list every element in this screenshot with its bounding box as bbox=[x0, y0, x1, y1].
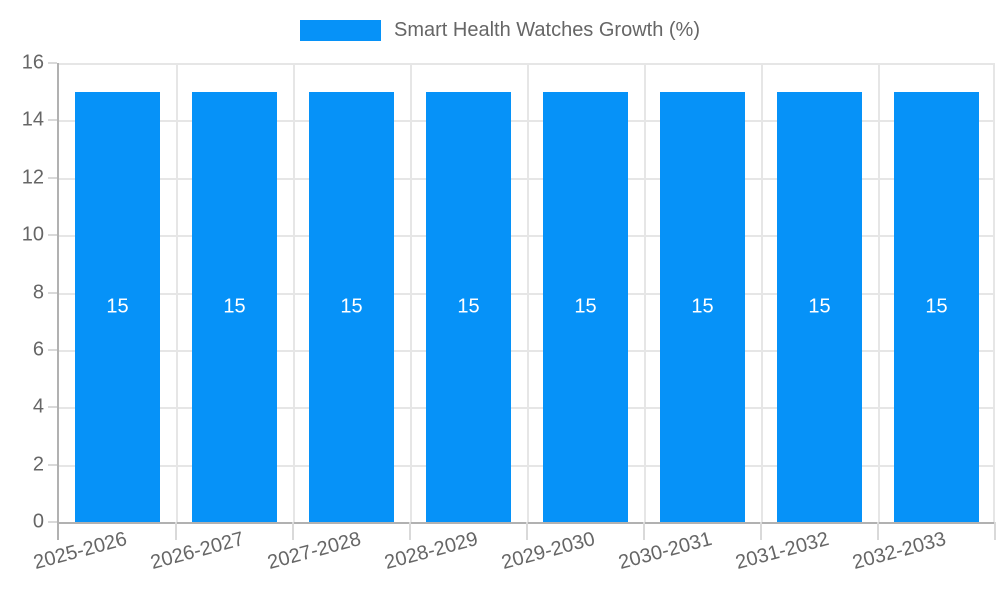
bar-value-label: 15 bbox=[457, 295, 480, 318]
y-tick-mark bbox=[48, 463, 57, 466]
gridline-vertical bbox=[644, 63, 646, 522]
gridline-vertical bbox=[176, 63, 178, 522]
y-tick-label: 8 bbox=[32, 281, 44, 303]
x-tick-mark bbox=[877, 522, 879, 540]
x-tick-mark bbox=[57, 522, 59, 540]
x-tick-label: 2032-2033 bbox=[850, 528, 949, 575]
bar-category-cell: 15 bbox=[59, 63, 176, 522]
bar-value-label: 15 bbox=[925, 295, 948, 318]
y-tick-mark bbox=[48, 406, 57, 409]
x-tick-mark bbox=[175, 522, 177, 540]
bar-category-cell: 15 bbox=[761, 63, 878, 522]
bar-value-label: 15 bbox=[574, 295, 597, 318]
x-tick-label: 2031-2032 bbox=[733, 528, 832, 575]
x-tick-mark bbox=[994, 522, 996, 540]
bar-category-cell: 15 bbox=[527, 63, 644, 522]
legend-label: Smart Health Watches Growth (%) bbox=[393, 19, 700, 41]
bar[interactable]: 15 bbox=[309, 91, 394, 522]
y-tick-mark bbox=[48, 521, 57, 523]
y-tick-mark bbox=[48, 119, 57, 122]
y-tick-label: 10 bbox=[21, 223, 44, 246]
x-tick-label: 2029-2030 bbox=[499, 528, 598, 575]
gridline-vertical bbox=[410, 63, 412, 522]
x-axis: 2025-2026 2026-2027 2027-2028 2028-2029 … bbox=[31, 528, 993, 598]
y-tick-label: 16 bbox=[21, 51, 44, 74]
plot-area: 15 15 15 15 15 bbox=[48, 62, 996, 540]
y-tick-mark bbox=[48, 176, 57, 179]
x-tick-mark bbox=[409, 522, 411, 540]
bar-series: 15 15 15 15 15 bbox=[59, 63, 995, 522]
y-tick-label: 4 bbox=[32, 395, 44, 418]
x-tick-label: 2027-2028 bbox=[265, 528, 364, 575]
bar-category-cell: 15 bbox=[410, 63, 527, 522]
legend-swatch bbox=[299, 20, 381, 41]
gridline-vertical bbox=[993, 63, 995, 522]
bar[interactable]: 15 bbox=[426, 91, 511, 522]
y-tick-mark bbox=[48, 291, 57, 294]
bar[interactable]: 15 bbox=[192, 91, 277, 522]
bar-value-label: 15 bbox=[106, 295, 129, 318]
bar[interactable]: 15 bbox=[894, 91, 979, 522]
legend[interactable]: Smart Health Watches Growth (%) bbox=[0, 20, 1000, 41]
y-tick-label: 2 bbox=[32, 453, 44, 476]
bar[interactable]: 15 bbox=[660, 91, 745, 522]
x-tick-label: 2025-2026 bbox=[31, 528, 130, 575]
y-tick-mark bbox=[48, 62, 57, 64]
x-tick-label: 2030-2031 bbox=[616, 528, 715, 575]
x-tick-mark bbox=[760, 522, 762, 540]
bar-category-cell: 15 bbox=[293, 63, 410, 522]
x-tick-mark bbox=[643, 522, 645, 540]
x-tick-label: 2026-2027 bbox=[148, 528, 247, 575]
y-tick-label: 6 bbox=[32, 338, 44, 361]
bar[interactable]: 15 bbox=[543, 91, 628, 522]
bar-value-label: 15 bbox=[808, 295, 831, 318]
bar-value-label: 15 bbox=[340, 295, 363, 318]
gridline-vertical bbox=[761, 63, 763, 522]
bar-value-label: 15 bbox=[691, 295, 714, 318]
y-axis: 16 14 12 10 8 6 4 2 0 bbox=[0, 52, 44, 533]
gridline-vertical bbox=[878, 63, 880, 522]
y-tick-mark bbox=[48, 234, 57, 237]
x-tick-mark bbox=[292, 522, 294, 540]
y-tick-label: 0 bbox=[32, 510, 44, 533]
x-tick-mark bbox=[526, 522, 528, 540]
bar-category-cell: 15 bbox=[176, 63, 293, 522]
bar-value-label: 15 bbox=[223, 295, 246, 318]
y-tick-label: 12 bbox=[21, 166, 44, 189]
y-tick-label: 14 bbox=[21, 108, 44, 131]
gridline-vertical bbox=[527, 63, 529, 522]
x-tick-label: 2028-2029 bbox=[382, 528, 481, 575]
bar[interactable]: 15 bbox=[75, 91, 160, 522]
bar-category-cell: 15 bbox=[878, 63, 995, 522]
y-tick-mark bbox=[48, 348, 57, 351]
bar-category-cell: 15 bbox=[644, 63, 761, 522]
gridline-vertical bbox=[293, 63, 295, 522]
bar[interactable]: 15 bbox=[777, 91, 862, 522]
